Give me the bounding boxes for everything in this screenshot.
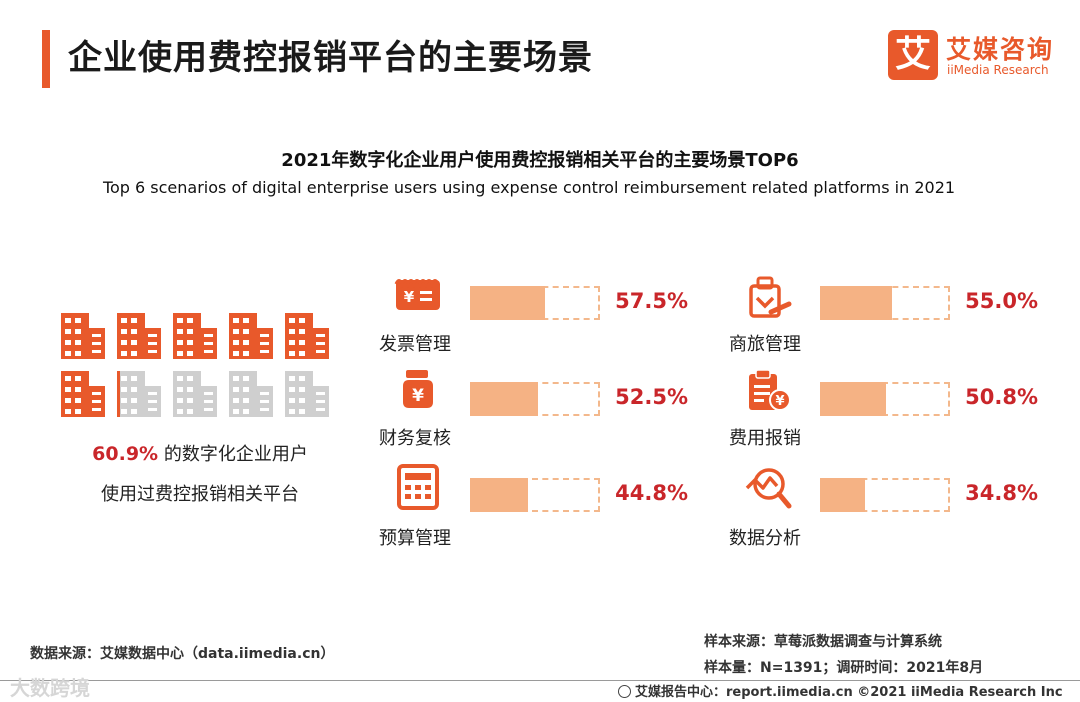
chart-title: 2021年数字化企业用户使用费控报销相关平台的主要场景TOP6 xyxy=(281,150,799,171)
logo-en-text: iiMedia Research xyxy=(947,63,1049,77)
building-icon xyxy=(60,312,106,360)
building-icon xyxy=(228,370,274,418)
bar-track xyxy=(470,478,600,512)
scenario-label: 发票管理 xyxy=(379,334,451,355)
report-center-text: 艾媒报告中心：report.iimedia.cn ©2021 iiMedia R… xyxy=(635,685,1063,700)
svg-text:¥: ¥ xyxy=(775,394,784,409)
bar-fill xyxy=(820,382,887,416)
invoice-icon: ¥ xyxy=(393,274,443,320)
bar-track xyxy=(820,286,950,320)
building-icon xyxy=(228,312,274,360)
iimedia-logo: 艾 艾媒咨询 iiMedia Research xyxy=(888,30,1068,82)
bar-fill xyxy=(470,382,539,416)
report-center: 艾媒报告中心：report.iimedia.cn ©2021 iiMedia R… xyxy=(618,681,1063,700)
bar-track xyxy=(470,382,600,416)
building-icon xyxy=(284,312,330,360)
scenario-label: 预算管理 xyxy=(379,528,451,549)
bar-value-label: 44.8% xyxy=(615,481,688,505)
scenario-label: 费用报销 xyxy=(729,428,801,449)
summary-line-1-text: 的数字化企业用户 xyxy=(158,444,308,465)
bar-value-label: 55.0% xyxy=(965,289,1038,313)
bar-track xyxy=(470,286,600,320)
summary-line-2: 使用过费控报销相关平台 xyxy=(101,484,299,505)
calculator-icon xyxy=(393,464,443,510)
svg-text:¥: ¥ xyxy=(412,386,424,406)
bar-value-label: 57.5% xyxy=(615,289,688,313)
building-icon xyxy=(172,312,218,360)
scenario-label: 数据分析 xyxy=(729,528,801,549)
logo-mark: 艾 xyxy=(888,30,938,80)
data-analysis-icon xyxy=(743,464,793,510)
scenario-label: 财务复核 xyxy=(379,428,451,449)
summary-percent: 60.9% xyxy=(92,443,159,465)
footer-divider xyxy=(0,680,1080,681)
scenario-label: 商旅管理 xyxy=(729,334,801,355)
logo-cn-text: 艾媒咨询 xyxy=(946,35,1055,64)
bar-fill xyxy=(470,286,545,320)
building-icon xyxy=(60,370,106,418)
sample-size: 样本量：N=1391；调研时间：2021年8月 xyxy=(704,660,984,676)
expense-clipboard-icon: ¥ xyxy=(743,368,793,414)
bar-value-label: 34.8% xyxy=(965,481,1038,505)
chart-subtitle: Top 6 scenarios of digital enterprise us… xyxy=(102,178,956,197)
svg-text:¥: ¥ xyxy=(404,288,415,306)
bar-value-label: 50.8% xyxy=(965,385,1038,409)
building-icon xyxy=(116,370,162,418)
title-accent-bar xyxy=(42,30,50,88)
money-bag-icon: ¥ xyxy=(393,368,443,414)
bar-fill xyxy=(470,478,529,512)
business-travel-icon xyxy=(743,274,793,320)
bar-track xyxy=(820,478,950,512)
bar-fill xyxy=(820,286,892,320)
building-icon xyxy=(284,370,330,418)
bar-fill xyxy=(820,478,866,512)
summary-line-1: 60.9% 的数字化企业用户 xyxy=(60,440,340,466)
bar-value-label: 52.5% xyxy=(615,385,688,409)
globe-icon xyxy=(618,685,631,698)
sample-source: 样本来源：草莓派数据调查与计算系统 xyxy=(704,634,942,650)
data-source: 数据来源：艾媒数据中心（data.iimedia.cn） xyxy=(30,646,335,662)
bar-track xyxy=(820,382,950,416)
page-title: 企业使用费控报销平台的主要场景 xyxy=(68,38,593,78)
building-icon xyxy=(172,370,218,418)
building-icon xyxy=(116,312,162,360)
watermark: 大数跨境 xyxy=(10,676,90,700)
